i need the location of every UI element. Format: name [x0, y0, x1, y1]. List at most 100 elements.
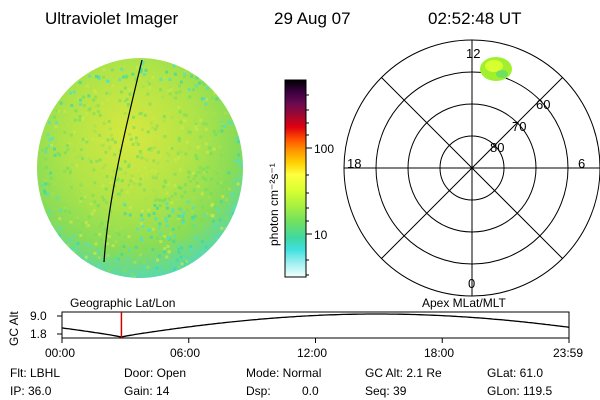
- image-pixel: [176, 152, 180, 155]
- image-pixel: [179, 208, 183, 211]
- image-pixel: [169, 232, 173, 236]
- image-pixel: [152, 159, 156, 163]
- polar-label-18: 18: [347, 156, 362, 171]
- image-pixel: [75, 156, 79, 160]
- image-pixel: [200, 240, 204, 244]
- image-pixel: [229, 121, 233, 125]
- image-pixel: [156, 258, 159, 262]
- image-pixel: [73, 130, 76, 134]
- image-pixel: [159, 88, 163, 92]
- image-pixel: [54, 198, 58, 202]
- image-pixel: [94, 242, 98, 246]
- image-pixel: [72, 148, 76, 152]
- image-pixel: [220, 122, 224, 126]
- image-pixel: [145, 197, 148, 201]
- image-pixel: [100, 246, 104, 250]
- image-pixel: [133, 276, 137, 278]
- image-pixel: [176, 149, 180, 153]
- image-pixel: [152, 212, 156, 215]
- image-pixel: [125, 97, 129, 101]
- image-pixel: [111, 211, 115, 215]
- image-pixel: [192, 177, 196, 181]
- image-pixel: [98, 225, 102, 229]
- image-pixel: [80, 221, 84, 225]
- image-pixel: [223, 125, 227, 129]
- image-pixel: [237, 153, 240, 157]
- image-pixel: [218, 213, 222, 217]
- image-pixel: [218, 218, 222, 222]
- image-pixel: [163, 179, 167, 183]
- image-pixel: [224, 180, 228, 184]
- image-pixel: [182, 75, 186, 79]
- image-pixel: [122, 202, 126, 206]
- image-pixel: [171, 95, 175, 99]
- image-pixel: [108, 127, 112, 131]
- image-pixel: [68, 210, 72, 214]
- image-pixel: [205, 112, 209, 116]
- image-pixel: [97, 77, 101, 81]
- image-pixel: [211, 214, 215, 218]
- image-pixel: [177, 182, 180, 186]
- image-pixel: [220, 226, 224, 230]
- date-label: 29 Aug 07: [274, 9, 351, 28]
- image-pixel: [217, 129, 221, 133]
- timeline-y-tick-1-8: 1.8: [30, 327, 47, 341]
- image-pixel: [196, 184, 200, 188]
- image-pixel: [106, 132, 110, 136]
- image-pixel: [106, 242, 110, 246]
- image-pixel: [139, 70, 143, 74]
- image-pixel: [142, 265, 146, 269]
- image-pixel: [204, 188, 208, 192]
- image-pixel: [139, 260, 143, 264]
- image-pixel: [66, 166, 70, 170]
- image-pixel: [107, 119, 111, 123]
- image-pixel: [190, 74, 193, 78]
- image-pixel: [121, 75, 125, 79]
- image-pixel: [127, 248, 131, 252]
- image-pixel: [118, 194, 122, 198]
- image-pixel: [164, 216, 168, 220]
- image-pixel: [72, 244, 76, 248]
- image-pixel: [62, 186, 66, 190]
- image-pixel: [123, 212, 127, 216]
- image-pixel: [201, 205, 205, 209]
- image-pixel: [233, 159, 237, 163]
- image-pixel: [58, 153, 62, 157]
- auroral-hotspot: [480, 57, 512, 81]
- image-pixel: [194, 124, 198, 128]
- image-pixel: [43, 189, 46, 193]
- image-pixel: [127, 165, 131, 169]
- image-pixel: [162, 185, 166, 189]
- image-pixel: [147, 147, 151, 151]
- image-pixel: [165, 206, 169, 210]
- image-pixel: [92, 98, 96, 102]
- image-pixel: [157, 150, 160, 154]
- image-pixel: [66, 148, 70, 152]
- image-pixel: [78, 154, 82, 158]
- image-pixel: [227, 171, 231, 175]
- image-pixel: [132, 257, 136, 261]
- image-pixel: [204, 127, 208, 131]
- image-pixel: [151, 227, 155, 231]
- image-pixel: [126, 104, 130, 108]
- image-pixel: [184, 113, 188, 117]
- image-pixel: [166, 159, 169, 163]
- image-pixel: [236, 182, 240, 186]
- image-pixel: [157, 226, 161, 230]
- image-pixel: [69, 177, 72, 181]
- image-pixel: [188, 171, 192, 175]
- image-pixel: [89, 202, 93, 206]
- image-pixel: [116, 177, 120, 181]
- dsp-value: 0.0: [302, 384, 319, 398]
- image-pixel: [111, 244, 115, 248]
- image-pixel: [162, 115, 166, 119]
- image-pixel: [163, 247, 167, 251]
- image-pixel: [117, 166, 120, 170]
- image-pixel: [118, 78, 122, 82]
- image-pixel: [108, 92, 112, 96]
- image-pixel: [187, 146, 191, 150]
- image-pixel: [89, 160, 93, 164]
- image-pixel: [57, 233, 61, 237]
- image-pixel: [124, 101, 128, 105]
